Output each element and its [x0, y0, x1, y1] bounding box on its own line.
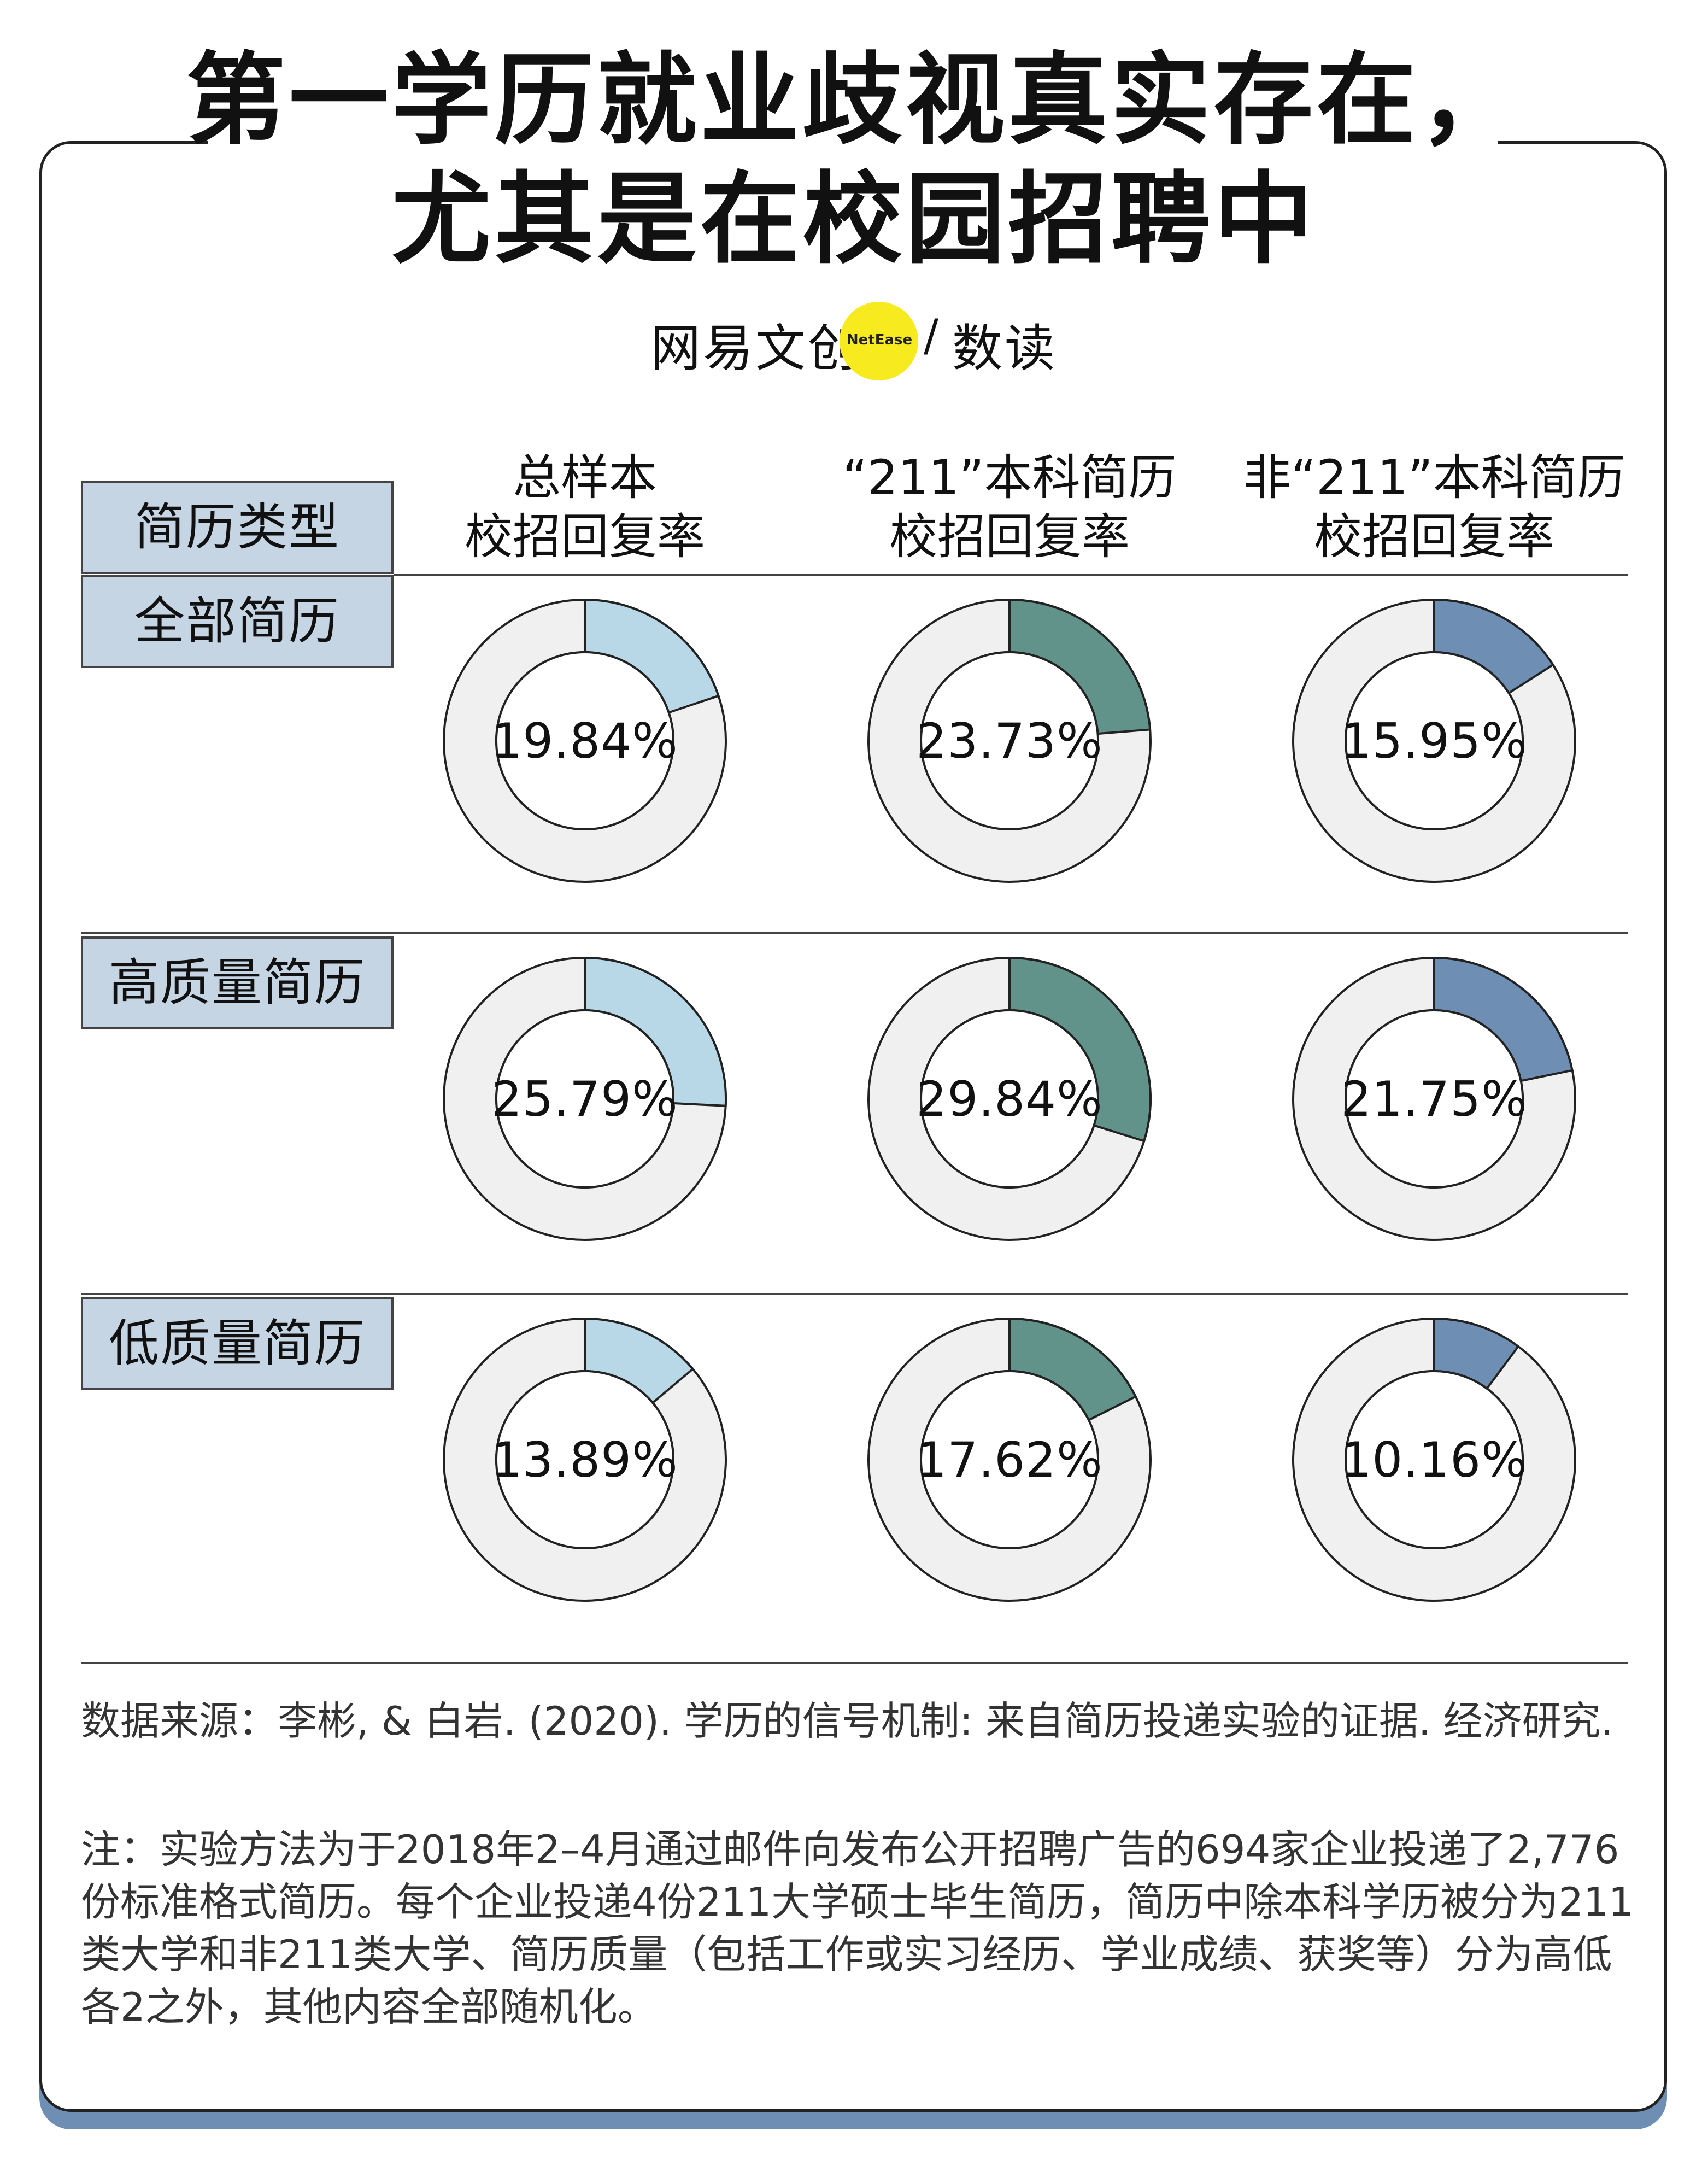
- brand-dot-text: NetEase: [846, 332, 913, 348]
- column-header-line2: 校招回复率: [889, 508, 1130, 565]
- donut-value-label: 29.84%: [916, 1070, 1103, 1127]
- row-label: 低质量简历: [81, 1297, 394, 1390]
- column-header-line1: “211”本科简历: [842, 449, 1177, 506]
- donut-value-label: 19.84%: [491, 712, 678, 769]
- donut-chart: 15.95%: [1289, 596, 1579, 886]
- column-header-non-211: 非“211”本科简历 校招回复率: [1226, 448, 1642, 566]
- donut-hole: [1345, 1370, 1524, 1549]
- brand-dot: [840, 302, 918, 380]
- title-line-2: 尤其是在校园招聘中: [391, 161, 1317, 277]
- column-header-211: “211”本科简历 校招回复率: [802, 448, 1217, 566]
- donut-chart: 29.84%: [865, 954, 1154, 1244]
- donut-hole: [920, 1009, 1099, 1189]
- donut-svg: [443, 598, 727, 883]
- brand-logo: 网易文创 NetEase / 数读: [0, 298, 1708, 380]
- method-note: 注：实验方法为于2018年2–4月通过邮件向发布公开招聘广告的694家企业投递了…: [81, 1827, 1634, 2030]
- column-header-line2: 校招回复率: [1313, 508, 1554, 565]
- donut-hole: [920, 651, 1099, 830]
- header-divider: [394, 574, 1628, 576]
- donut-value-label: 10.16%: [1341, 1431, 1528, 1488]
- row-header-label: 简历类型: [81, 481, 394, 574]
- donut-hole: [495, 1370, 674, 1549]
- row-divider: [81, 932, 1628, 934]
- donut-chart: 21.75%: [1289, 954, 1579, 1244]
- column-header-line2: 校招回复率: [464, 508, 705, 565]
- column-header-line1: 非“211”本科简历: [1243, 449, 1625, 506]
- data-source: 数据来源：李彬, & 白岩. (2020). 学历的信号机制: 来自简历投递实验…: [81, 1698, 1613, 1744]
- donut-chart: 17.62%: [865, 1315, 1154, 1605]
- donut-value-label: 23.73%: [916, 712, 1103, 769]
- donut-value-label: 25.79%: [491, 1070, 678, 1127]
- brand-left: 网易文创: [650, 319, 861, 378]
- donut-hole: [1345, 651, 1524, 830]
- donut-svg: [1292, 1317, 1576, 1602]
- donut-value-label: 15.95%: [1341, 712, 1528, 769]
- donut-value-label: 13.89%: [491, 1431, 678, 1488]
- donut-svg: [1292, 956, 1576, 1241]
- donut-svg: [443, 1317, 727, 1602]
- donut-hole: [920, 1370, 1099, 1549]
- title-line-1: 第一学历就业歧视真实存在，: [186, 42, 1522, 158]
- footer-divider: [81, 1662, 1628, 1664]
- brand-right: 数读: [952, 319, 1058, 378]
- donut-chart: 23.73%: [865, 596, 1154, 886]
- row-label: 全部简历: [81, 575, 394, 668]
- donut-hole: [495, 1009, 674, 1189]
- column-header-line1: 总样本: [512, 449, 657, 506]
- brand-separator: /: [924, 310, 938, 361]
- donut-hole: [1345, 1009, 1524, 1189]
- donut-chart: 13.89%: [440, 1315, 730, 1605]
- donut-chart: 19.84%: [440, 596, 730, 886]
- donut-svg: [1292, 598, 1576, 883]
- donut-chart: 25.79%: [440, 954, 730, 1244]
- donut-value-label: 17.62%: [916, 1431, 1103, 1488]
- title-mask: [208, 109, 1498, 175]
- donut-chart: 10.16%: [1289, 1315, 1579, 1605]
- row-label: 高质量简历: [81, 936, 394, 1029]
- donut-hole: [495, 651, 674, 830]
- donut-svg: [443, 956, 727, 1241]
- donut-svg: [867, 1317, 1152, 1602]
- donut-svg: [867, 598, 1152, 883]
- donut-svg: [867, 956, 1152, 1241]
- row-divider: [81, 1293, 1628, 1295]
- donut-value-label: 21.75%: [1341, 1070, 1528, 1127]
- column-header-total: 总样本 校招回复率: [377, 448, 793, 566]
